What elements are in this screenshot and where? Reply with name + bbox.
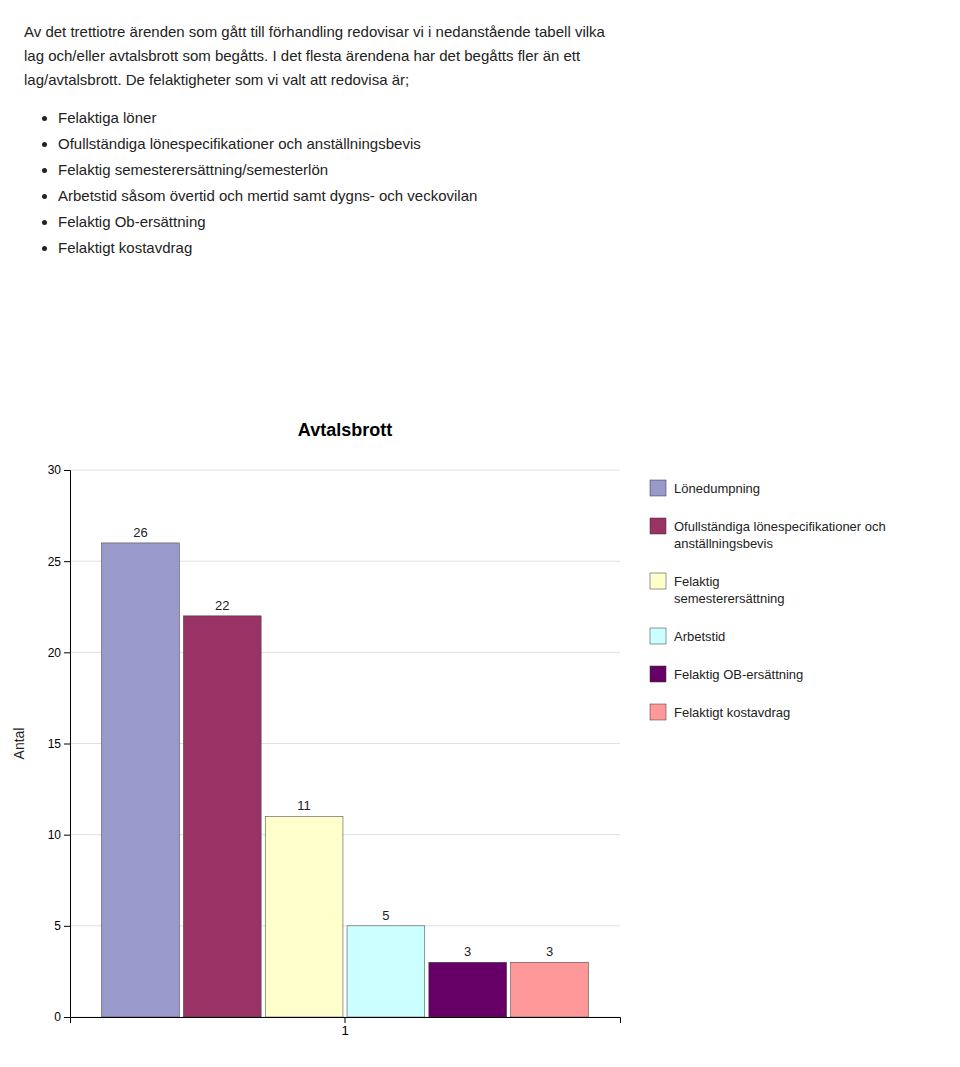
- bar: [511, 962, 589, 1017]
- legend-swatch: [650, 518, 666, 534]
- tick-mark: [64, 926, 70, 927]
- axis-line: [71, 1018, 621, 1024]
- tick: 0: [54, 1010, 70, 1024]
- tick-label: 15: [48, 737, 62, 751]
- tick-label: 20: [48, 646, 62, 660]
- bar: [102, 543, 180, 1017]
- x-axis: 1: [71, 1017, 621, 1038]
- data-label: 3: [546, 944, 553, 959]
- tick-label: 0: [54, 1010, 61, 1024]
- paragraph-line: lag och/eller avtalsbrott som begåtts. I…: [24, 44, 936, 68]
- legend-label: Felaktigsemesterersättning: [674, 574, 785, 606]
- tick-label: 1: [341, 1023, 348, 1038]
- legend-label: Felaktigt kostavdrag: [674, 705, 790, 720]
- tick-mark: [64, 652, 70, 653]
- legend-label: Lönedumpning: [674, 481, 760, 496]
- legend-item: Felaktigt kostavdrag: [650, 704, 790, 720]
- data-label: 26: [133, 525, 147, 540]
- bullet-item: Felaktiga löner: [58, 106, 936, 130]
- legend-item: Lönedumpning: [650, 480, 760, 496]
- legend-swatch: [650, 573, 666, 589]
- paragraph-line: Av det trettiotre ärenden som gått till …: [24, 20, 936, 44]
- tick-mark: [345, 1017, 346, 1023]
- paragraph: Av det trettiotre ärenden som gått till …: [24, 20, 936, 92]
- grid: [70, 470, 620, 1017]
- bar: [265, 816, 343, 1017]
- tick: 25: [48, 555, 70, 569]
- legend-label: Arbetstid: [674, 629, 725, 644]
- axis-line: [64, 471, 71, 1018]
- legend: Lönedumpning Ofullständiga lönespecifikat…: [650, 480, 886, 720]
- legend-swatch: [650, 704, 666, 720]
- bar: [347, 926, 425, 1017]
- y-axis: 0 5 10 15 20 25 30: [48, 463, 71, 1024]
- legend-item: Arbetstid: [650, 628, 725, 644]
- legend-swatch: [650, 628, 666, 644]
- y-axis-title: Antal: [11, 728, 27, 760]
- bars: [102, 543, 589, 1017]
- data-labels: 26 22 11 5 3 3: [133, 525, 553, 959]
- bullet-item: Felaktig Ob-ersättning: [58, 210, 936, 234]
- bullet-list: Felaktiga lönerOfullständiga lönespecifi…: [24, 106, 936, 260]
- paragraph-line: lag/avtalsbrott. De felaktigheter som vi…: [24, 68, 936, 92]
- tick-label: 10: [48, 828, 62, 842]
- tick-mark: [64, 470, 70, 471]
- tick-mark: [64, 744, 70, 745]
- legend-label: Ofullständiga lönespecifikationer ochans…: [674, 519, 886, 551]
- legend-item: Felaktigsemesterersättning: [650, 573, 785, 606]
- bullet-item: Felaktig semesterersättning/semesterlön: [58, 158, 936, 182]
- tick-label: 30: [48, 463, 62, 477]
- data-label: 3: [464, 944, 471, 959]
- legend-item: Ofullständiga lönespecifikationer ochans…: [650, 518, 886, 551]
- data-label: 11: [297, 798, 311, 813]
- data-label: 5: [382, 908, 389, 923]
- legend-label: Felaktig OB-ersättning: [674, 667, 803, 682]
- tick: 10: [48, 828, 70, 842]
- tick: 15: [48, 737, 70, 751]
- bar: [183, 616, 261, 1017]
- tick-label: 25: [48, 555, 62, 569]
- text-block: Av det trettiotre ärenden som gått till …: [0, 0, 960, 400]
- tick-mark: [64, 561, 70, 562]
- bullet-item: Arbetstid såsom övertid och mertid samt …: [58, 184, 936, 208]
- tick: 5: [54, 919, 70, 933]
- bar: [429, 962, 507, 1017]
- tick-mark: [64, 835, 70, 836]
- bullet-item: Ofullständiga lönespecifikationer och an…: [58, 132, 936, 156]
- legend-swatch: [650, 480, 666, 496]
- legend-item: Felaktig OB-ersättning: [650, 666, 803, 682]
- tick: 30: [48, 463, 70, 477]
- tick-label: 5: [54, 919, 61, 933]
- data-label: 22: [215, 598, 229, 613]
- chart: 2622115330510152025301AntalAvtalsbrottLö…: [0, 400, 960, 1067]
- chart-title: Avtalsbrott: [298, 420, 392, 440]
- grid-line: [70, 470, 620, 471]
- legend-swatch: [650, 666, 666, 682]
- tick: 20: [48, 646, 70, 660]
- plot: 2622115330510152025301Antal: [11, 463, 621, 1038]
- tick-mark: [64, 1017, 70, 1018]
- bullet-item: Felaktigt kostavdrag: [58, 236, 936, 260]
- tick: 1: [341, 1017, 348, 1038]
